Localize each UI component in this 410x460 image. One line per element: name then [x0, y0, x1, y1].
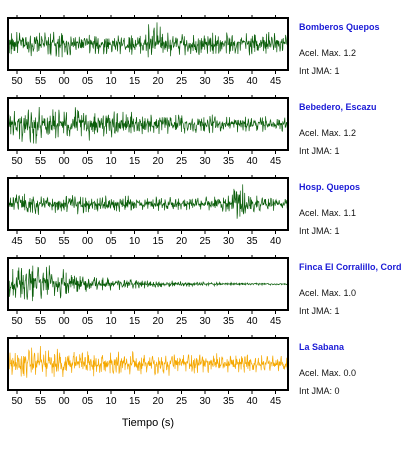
station-name: La Sabana [299, 342, 345, 352]
station-max-accel: Acel. Max. 1.2 [299, 128, 356, 138]
axes-frame [7, 97, 289, 151]
x-tick-label: 15 [129, 76, 141, 87]
x-tick-label: 35 [223, 396, 235, 407]
station-max-accel: Acel. Max. 1.2 [299, 48, 356, 58]
axes-frame [7, 337, 289, 391]
waveform-series [7, 106, 289, 144]
x-tick-label: 45 [11, 236, 23, 247]
x-tick-label: 40 [246, 76, 258, 87]
x-tick-label: 35 [246, 236, 258, 247]
x-tick-label: 30 [199, 156, 211, 167]
station-jma-intensity: Int JMA: 0 [299, 386, 340, 396]
x-tick-label: 10 [129, 236, 141, 247]
x-tick-label: 55 [35, 156, 47, 167]
x-tick-label: 35 [223, 316, 235, 327]
x-tick-label: 50 [11, 76, 23, 87]
panel-4: 50 55 00 05 10 15 20 25 30 35 40 45 Finca El Corrali… [7, 255, 402, 327]
station-name: Bomberos Quepos [299, 22, 380, 32]
x-tick-label: 30 [199, 316, 211, 327]
waveform-series [7, 265, 289, 302]
x-tick-label: 45 [270, 76, 282, 87]
x-tick-label: 25 [199, 236, 211, 247]
panel-5: 50 55 00 05 10 15 20 25 30 35 40 45 La Sabana Acel. M… [7, 335, 356, 407]
x-tick-label: 10 [105, 316, 117, 327]
x-tick-label: 45 [270, 156, 282, 167]
x-tick-label: 20 [152, 76, 164, 87]
x-tick-label: 10 [105, 156, 117, 167]
x-tick-label: 50 [35, 236, 47, 247]
x-tick-label: 00 [58, 76, 70, 87]
x-tick-label: 45 [270, 396, 282, 407]
axes-frame [7, 177, 289, 231]
x-tick-label: 20 [152, 156, 164, 167]
x-tick-label: 00 [58, 396, 70, 407]
axes-frame [7, 17, 289, 71]
x-tick-label: 25 [176, 396, 188, 407]
station-name: Finca El Corralillo, Cord [299, 262, 402, 272]
waveform-series [7, 345, 289, 378]
station-jma-intensity: Int JMA: 1 [299, 226, 340, 236]
panel-1: 50 55 00 05 10 15 20 25 30 35 40 45 Bomberos Quepos A… [7, 15, 380, 87]
x-tick-label: 50 [11, 316, 23, 327]
x-tick-label: 30 [199, 396, 211, 407]
x-tick-label: 20 [176, 236, 188, 247]
x-tick-label: 40 [246, 316, 258, 327]
x-tick-label: 10 [105, 396, 117, 407]
x-tick-label: 35 [223, 156, 235, 167]
station-name: Hosp. Quepos [299, 182, 360, 192]
x-tick-label: 20 [152, 396, 164, 407]
station-jma-intensity: Int JMA: 1 [299, 146, 340, 156]
station-max-accel: Acel. Max. 1.0 [299, 288, 356, 298]
x-tick-label: 10 [105, 76, 117, 87]
axes-frame [7, 257, 289, 311]
x-tick-label: 55 [35, 316, 47, 327]
x-tick-label: 00 [58, 316, 70, 327]
x-tick-label: 50 [11, 156, 23, 167]
x-tick-label: 40 [246, 396, 258, 407]
station-name: Bebedero, Escazu [299, 102, 377, 112]
x-tick-label: 55 [58, 236, 70, 247]
x-tick-label: 30 [199, 76, 211, 87]
panel-3: 45 50 55 00 05 10 15 20 25 30 35 40 Hosp. Quepos Acel… [7, 175, 360, 247]
x-tick-label: 25 [176, 316, 188, 327]
x-tick-label: 00 [82, 236, 94, 247]
x-tick-label: 35 [223, 76, 235, 87]
x-tick-label: 15 [129, 396, 141, 407]
x-tick-label: 45 [270, 316, 282, 327]
station-jma-intensity: Int JMA: 1 [299, 66, 340, 76]
x-tick-label: 05 [82, 156, 94, 167]
station-max-accel: Acel. Max. 0.0 [299, 368, 356, 378]
x-tick-label: 15 [129, 316, 141, 327]
waveform-series [7, 22, 289, 58]
x-tick-label: 30 [223, 236, 235, 247]
x-tick-label: 00 [58, 156, 70, 167]
x-tick-label: 05 [105, 236, 117, 247]
x-tick-label: 25 [176, 76, 188, 87]
x-tick-label: 05 [82, 76, 94, 87]
panel-2: 50 55 00 05 10 15 20 25 30 35 40 45 Bebedero, Escazu… [7, 95, 377, 167]
station-jma-intensity: Int JMA: 1 [299, 306, 340, 316]
x-tick-label: 15 [152, 236, 164, 247]
x-tick-label: 05 [82, 316, 94, 327]
x-tick-label: 20 [152, 316, 164, 327]
waveform-series [7, 184, 289, 219]
seismogram-panels: 50 55 00 05 10 15 20 25 30 35 40 45 Bomberos Quepos A… [7, 15, 402, 407]
x-tick-label: 50 [11, 396, 23, 407]
x-tick-label: 05 [82, 396, 94, 407]
x-tick-label: 55 [35, 76, 47, 87]
x-tick-label: 40 [270, 236, 282, 247]
x-tick-label: 40 [246, 156, 258, 167]
station-max-accel: Acel. Max. 1.1 [299, 208, 356, 218]
x-axis-label: Tiempo (s) [122, 417, 174, 429]
x-tick-label: 15 [129, 156, 141, 167]
x-tick-label: 55 [35, 396, 47, 407]
x-tick-label: 25 [176, 156, 188, 167]
